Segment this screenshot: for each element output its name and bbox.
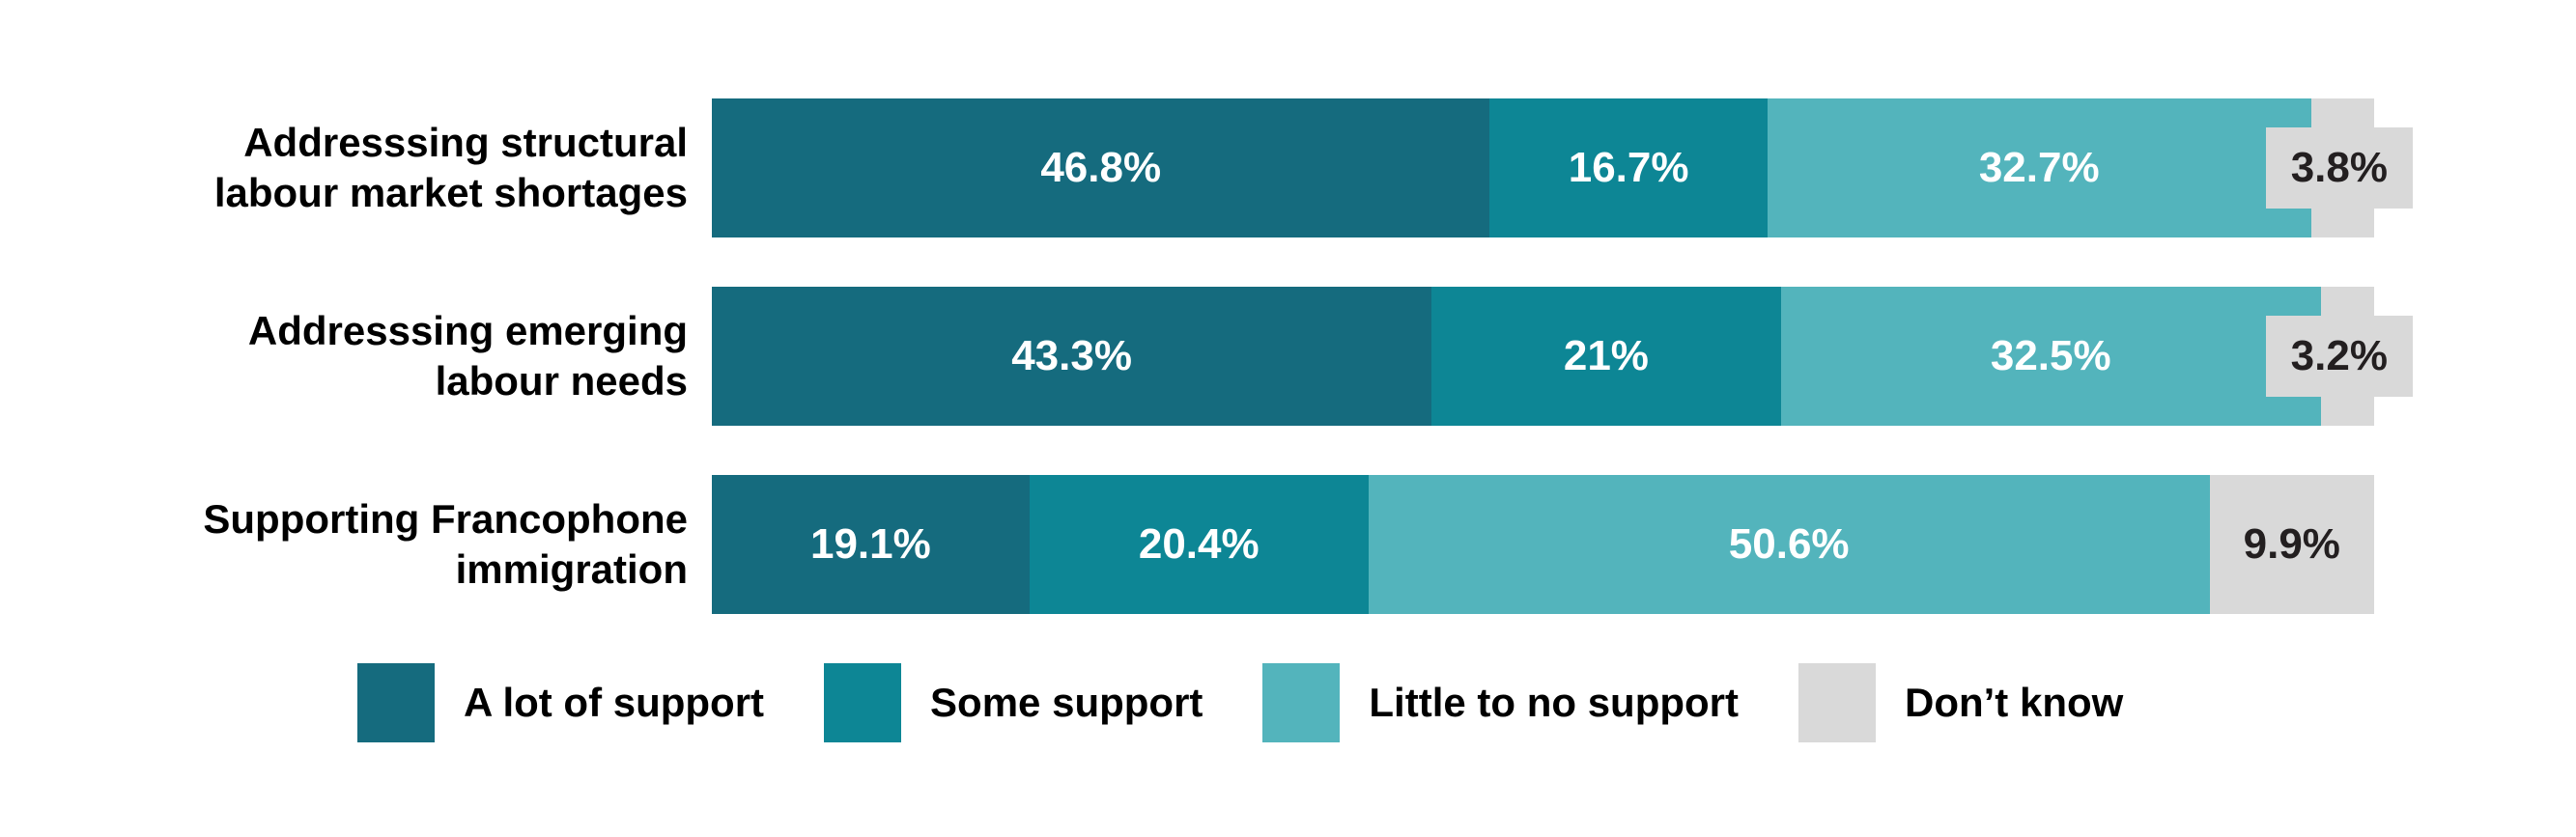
- plot-area: Addresssing structural labour market sho…: [0, 98, 2576, 742]
- segment-value-label: 46.8%: [1040, 144, 1162, 191]
- segment-value-label: 50.6%: [1728, 520, 1850, 568]
- legend-item-little-to-no-support: Little to no support: [1262, 663, 1739, 742]
- legend-item-some-support: Some support: [824, 663, 1203, 742]
- segment-dont-know: 9.9%: [2209, 475, 2374, 614]
- segment-a-lot-of-support: 43.3%: [712, 287, 1432, 426]
- category-label: Addresssing structural labour market sho…: [213, 120, 688, 215]
- segment-value-callout: 3.8%: [2265, 127, 2413, 209]
- bar-track: 46.8% 16.7% 32.7% 3.8%: [712, 98, 2413, 237]
- segment-value-callout: 3.2%: [2265, 316, 2413, 397]
- segment-value-label: 20.4%: [1138, 520, 1260, 568]
- bar-row: Addresssing emerging labour needs 43.3% …: [0, 287, 2576, 426]
- legend-swatch-icon: [357, 663, 435, 742]
- segment-value-label: 16.7%: [1568, 144, 1689, 191]
- legend: A lot of support Some support Little to …: [357, 663, 2576, 742]
- segment-value-label: 32.7%: [1978, 144, 2100, 191]
- legend-label: A lot of support: [464, 680, 765, 725]
- category-label: Addresssing emerging labour needs: [247, 308, 688, 404]
- legend-swatch-icon: [1798, 663, 1876, 742]
- bar-track: 43.3% 21% 32.5% 3.2%: [712, 287, 2413, 426]
- segment-some-support: 16.7%: [1489, 98, 1768, 237]
- bar-row: Addresssing structural labour market sho…: [0, 98, 2576, 237]
- segment-value-label: 32.5%: [1990, 332, 2111, 379]
- segment-a-lot-of-support: 19.1%: [712, 475, 1030, 614]
- legend-item-dont-know: Don’t know: [1798, 663, 2123, 742]
- segment-value-label: 19.1%: [809, 520, 931, 568]
- segment-value-label: 21%: [1563, 332, 1649, 379]
- bar-row: Supporting Francophone immigration 19.1%…: [0, 475, 2576, 614]
- segment-some-support: 21%: [1431, 287, 1781, 426]
- category-label: Supporting Francophone immigration: [203, 496, 688, 592]
- category-label-cell: Supporting Francophone immigration: [0, 475, 712, 614]
- segment-value-label: 9.9%: [2243, 520, 2340, 568]
- segment-dont-know: 3.8%: [2265, 98, 2413, 237]
- legend-item-a-lot-of-support: A lot of support: [357, 663, 764, 742]
- segment-little-to-no-support: 32.5%: [1780, 287, 2321, 426]
- legend-label: Little to no support: [1369, 680, 1739, 725]
- segment-little-to-no-support: 50.6%: [1368, 475, 2210, 614]
- bar-track: 19.1% 20.4% 50.6% 9.9%: [712, 475, 2374, 614]
- segment-value-label: 43.3%: [1011, 332, 1132, 379]
- segment-some-support: 20.4%: [1029, 475, 1369, 614]
- legend-swatch-icon: [1262, 663, 1341, 742]
- segment-a-lot-of-support: 46.8%: [712, 98, 1490, 237]
- legend-label: Some support: [930, 680, 1203, 725]
- legend-label: Don’t know: [1905, 680, 2124, 725]
- segment-dont-know: 3.2%: [2265, 287, 2413, 426]
- category-label-cell: Addresssing structural labour market sho…: [0, 98, 712, 237]
- category-label-cell: Addresssing emerging labour needs: [0, 287, 712, 426]
- legend-swatch-icon: [824, 663, 902, 742]
- segment-little-to-no-support: 32.7%: [1767, 98, 2311, 237]
